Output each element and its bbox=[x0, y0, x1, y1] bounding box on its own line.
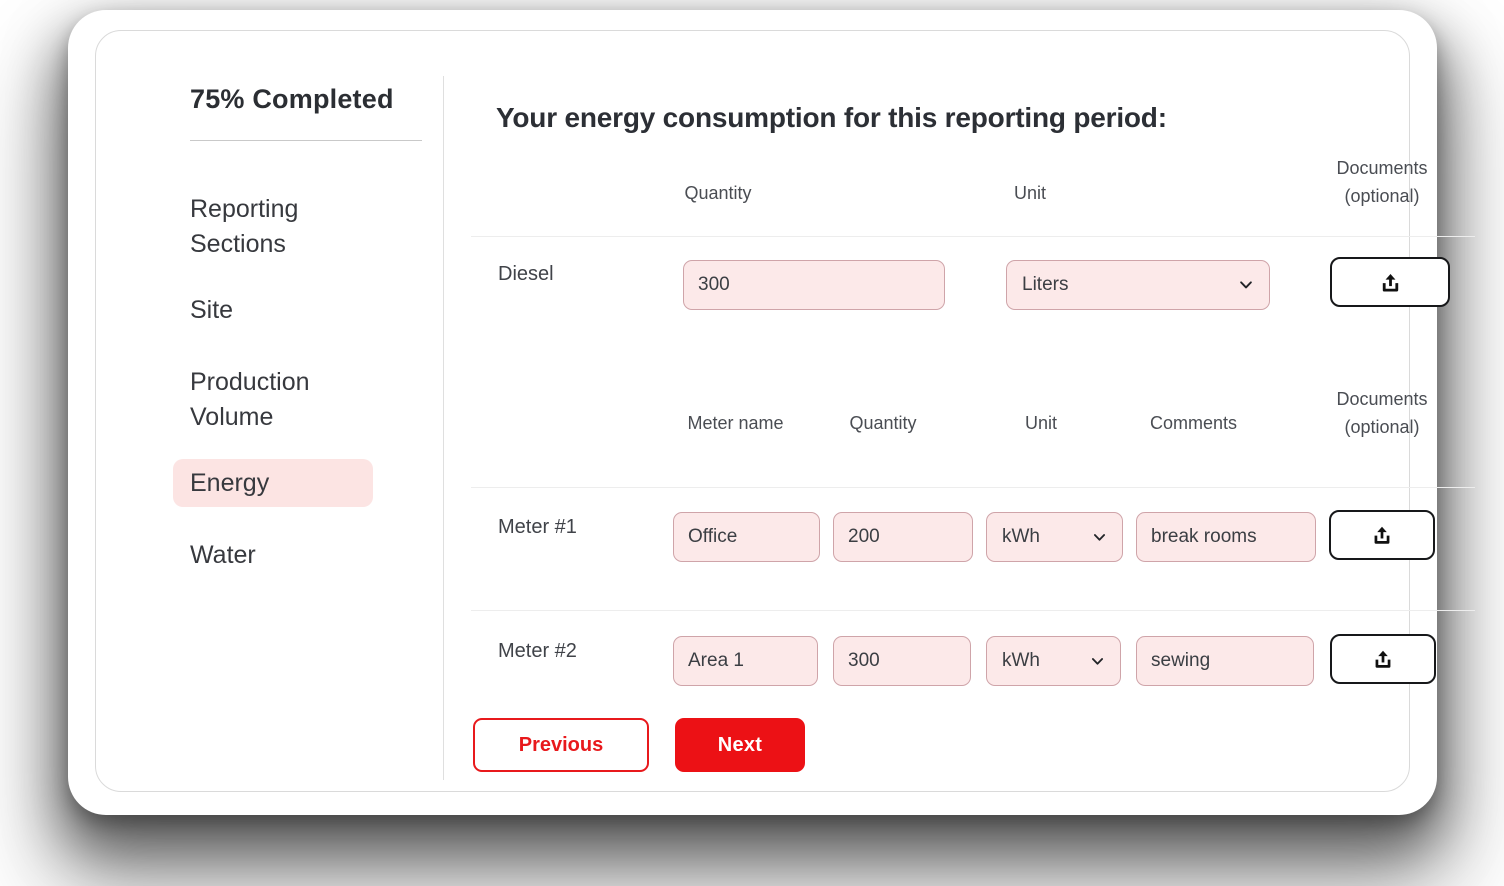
next-button[interactable]: Next bbox=[675, 718, 805, 772]
meter1-unit-select[interactable]: kWh bbox=[986, 512, 1123, 562]
sidebar-item-label: Site bbox=[190, 296, 234, 324]
meter2-quantity-input[interactable] bbox=[833, 636, 971, 686]
meter1-comments-input[interactable] bbox=[1136, 512, 1316, 562]
page-title: Your energy consumption for this reporti… bbox=[496, 102, 1167, 133]
header-unit: Unit bbox=[1024, 413, 1057, 433]
sidebar-item-site[interactable]: Site bbox=[190, 293, 390, 328]
sidebar-vertical-divider bbox=[443, 76, 444, 780]
row-label-diesel: Diesel bbox=[498, 263, 554, 285]
header-unit: Unit bbox=[1013, 183, 1046, 203]
meter1-name-input[interactable] bbox=[673, 512, 820, 562]
sidebar-item-label: Production Volume bbox=[190, 368, 310, 431]
header-documents: Documents (optional) bbox=[1336, 389, 1428, 437]
row-divider bbox=[471, 610, 1475, 611]
upload-icon bbox=[1375, 650, 1391, 668]
header-comments: Comments bbox=[1149, 413, 1238, 433]
selected-unit-label: kWh bbox=[1002, 650, 1040, 671]
meter2-unit-select[interactable]: kWh bbox=[986, 636, 1121, 686]
upload-icon bbox=[1374, 526, 1390, 544]
meter2-comments-input[interactable] bbox=[1136, 636, 1314, 686]
sidebar-item-reporting-sections[interactable]: Reporting Sections bbox=[190, 192, 390, 262]
row-label-meter-1: Meter #1 bbox=[498, 516, 577, 538]
card-inner-frame bbox=[95, 30, 1410, 792]
progress-label: 75% Completed bbox=[190, 84, 394, 114]
header-documents: Documents (optional) bbox=[1336, 158, 1428, 206]
diesel-upload-documents-button[interactable] bbox=[1330, 257, 1450, 307]
chevron-down-icon bbox=[1091, 657, 1104, 665]
sidebar-item-energy[interactable]: Energy bbox=[173, 459, 373, 507]
chevron-down-icon bbox=[1240, 281, 1252, 289]
previous-button[interactable]: Previous bbox=[473, 718, 649, 772]
report-card: 75% Completed Reporting Sections Site Pr… bbox=[68, 10, 1475, 815]
sidebar-item-production-volume[interactable]: Production Volume bbox=[190, 365, 390, 435]
selected-unit-label: Liters bbox=[1022, 274, 1069, 295]
diesel-quantity-input[interactable] bbox=[683, 260, 945, 310]
sidebar-item-label: Energy bbox=[190, 469, 270, 497]
header-meter-name: Meter name bbox=[687, 413, 784, 433]
header-quantity: Quantity bbox=[684, 183, 752, 203]
sidebar-item-label: Reporting Sections bbox=[190, 195, 299, 258]
sidebar-item-water[interactable]: Water bbox=[190, 538, 390, 573]
sidebar-divider bbox=[190, 140, 422, 141]
row-divider bbox=[471, 236, 1475, 237]
meter1-upload-documents-button[interactable] bbox=[1329, 510, 1435, 560]
meter1-quantity-input[interactable] bbox=[833, 512, 973, 562]
row-divider bbox=[471, 487, 1475, 488]
chevron-down-icon bbox=[1093, 533, 1106, 541]
row-label-meter-2: Meter #2 bbox=[498, 640, 577, 662]
upload-icon bbox=[1382, 273, 1398, 292]
meter2-name-input[interactable] bbox=[673, 636, 818, 686]
sidebar-item-label: Water bbox=[190, 541, 256, 569]
selected-unit-label: kWh bbox=[1002, 526, 1040, 547]
diesel-unit-select[interactable]: Liters bbox=[1006, 260, 1270, 310]
meter2-upload-documents-button[interactable] bbox=[1330, 634, 1436, 684]
header-quantity: Quantity bbox=[849, 413, 917, 433]
